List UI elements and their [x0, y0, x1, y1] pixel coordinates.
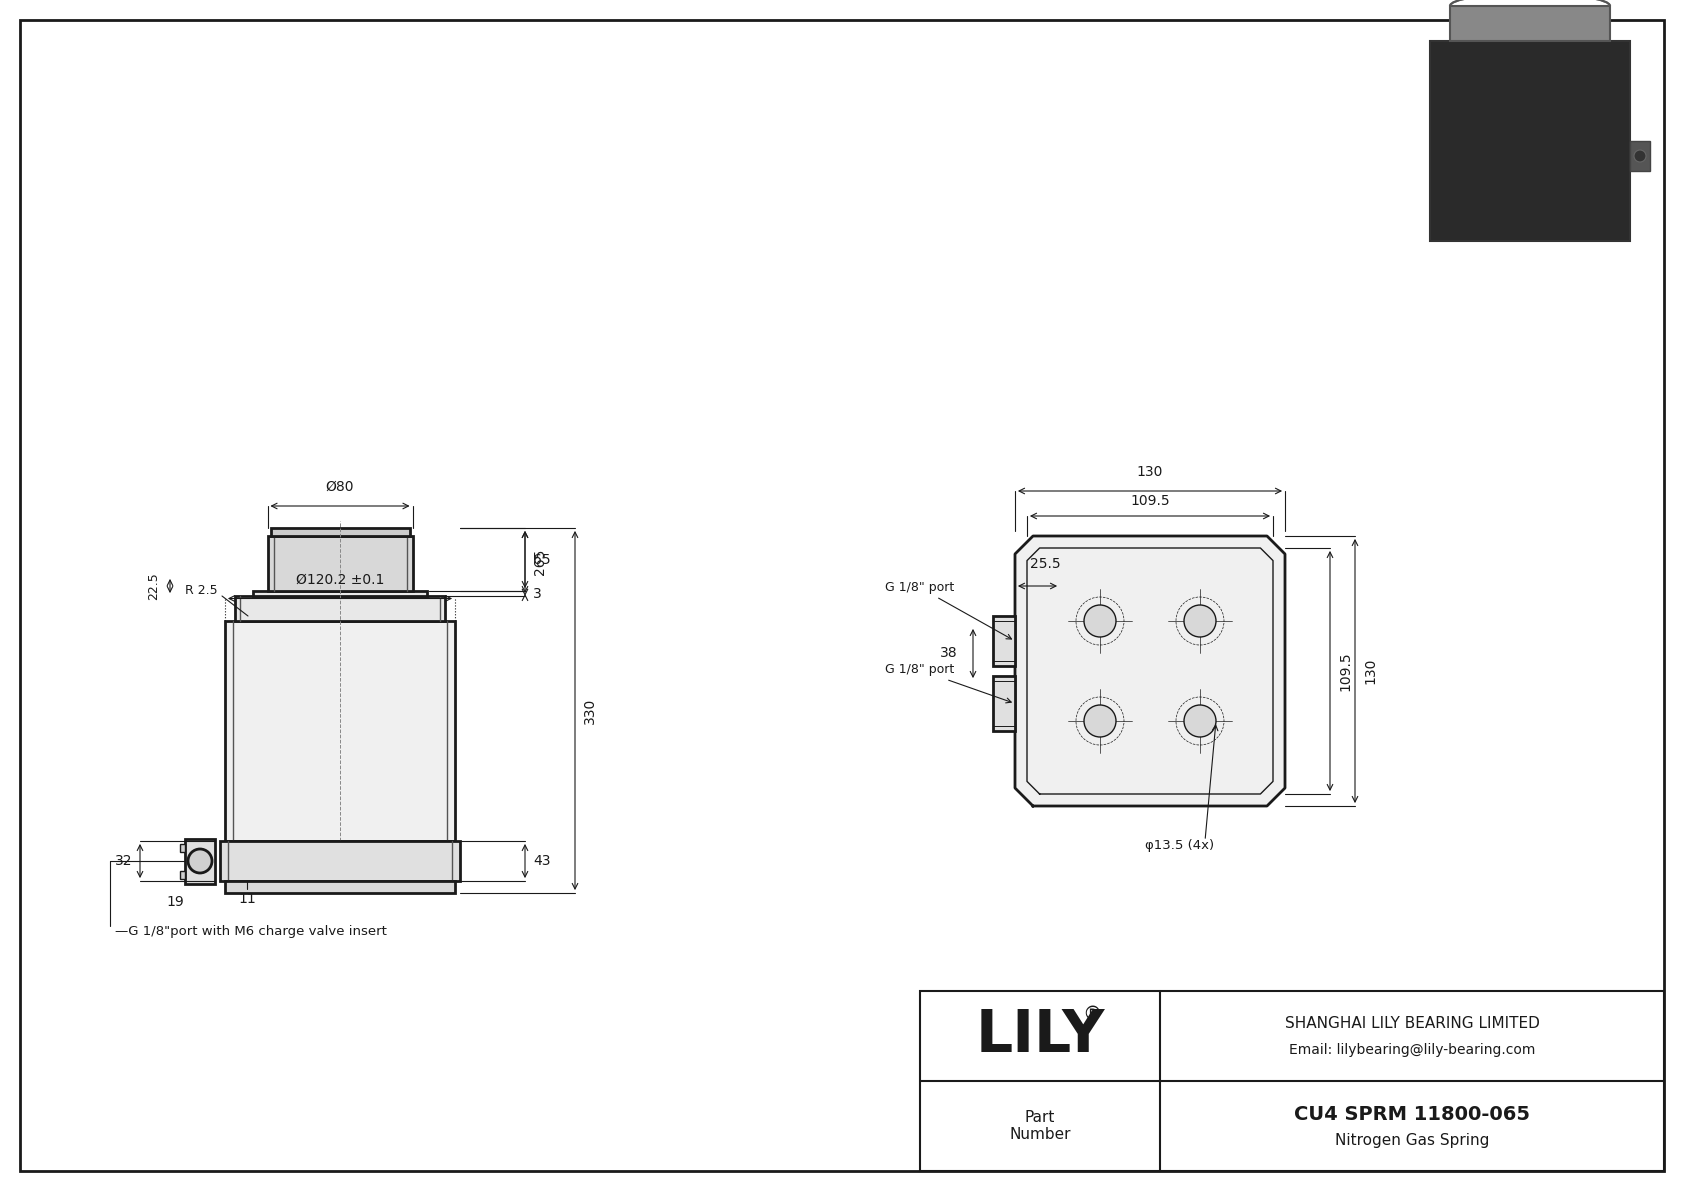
Bar — [180, 843, 185, 852]
Bar — [994, 616, 1015, 666]
Circle shape — [1184, 605, 1216, 637]
Text: Email: lilybearing@lily-bearing.com: Email: lilybearing@lily-bearing.com — [1288, 1043, 1536, 1056]
Bar — [180, 871, 185, 879]
Bar — [226, 621, 455, 841]
Bar — [236, 596, 445, 621]
Text: G 1/8" port: G 1/8" port — [886, 581, 1012, 640]
Bar — [268, 536, 413, 591]
Text: 3: 3 — [534, 586, 542, 600]
Text: SHANGHAI LILY BEARING LIMITED: SHANGHAI LILY BEARING LIMITED — [1285, 1016, 1539, 1031]
Text: φ13.5 (4x): φ13.5 (4x) — [1145, 840, 1214, 853]
Text: G 1/8" port: G 1/8" port — [886, 663, 1010, 703]
Text: 43: 43 — [534, 854, 551, 868]
Bar — [1430, 40, 1630, 241]
Circle shape — [1084, 605, 1116, 637]
Text: 65: 65 — [534, 553, 551, 567]
Bar — [994, 676, 1015, 731]
Text: 38: 38 — [940, 646, 958, 660]
Text: 109.5: 109.5 — [1130, 494, 1170, 509]
Circle shape — [189, 849, 212, 873]
Text: 130: 130 — [1137, 464, 1164, 479]
Text: 22.5: 22.5 — [147, 572, 160, 600]
Bar — [221, 841, 460, 881]
Text: Part
Number: Part Number — [1009, 1110, 1071, 1142]
Text: LILY: LILY — [975, 1008, 1105, 1065]
Text: R 2.5: R 2.5 — [185, 585, 217, 598]
Text: 330: 330 — [583, 698, 598, 724]
Text: Nitrogen Gas Spring: Nitrogen Gas Spring — [1335, 1133, 1489, 1147]
Text: 32: 32 — [115, 854, 131, 868]
Circle shape — [1633, 150, 1645, 162]
Circle shape — [1084, 705, 1116, 737]
Circle shape — [1184, 705, 1216, 737]
Bar — [919, 991, 1664, 1171]
Text: Ø120.2 ±0.1: Ø120.2 ±0.1 — [296, 573, 384, 586]
Text: 25.5: 25.5 — [1029, 557, 1061, 570]
Bar — [185, 838, 216, 884]
Text: 11: 11 — [237, 892, 256, 906]
Bar — [226, 881, 455, 893]
Bar — [271, 528, 409, 536]
Text: 130: 130 — [1362, 657, 1378, 684]
Text: —G 1/8"port with M6 charge valve insert: —G 1/8"port with M6 charge valve insert — [115, 924, 387, 937]
Text: Ø80: Ø80 — [325, 480, 354, 494]
Text: 19: 19 — [167, 894, 184, 909]
Bar — [1630, 141, 1650, 172]
Text: 109.5: 109.5 — [1339, 651, 1352, 691]
Text: CU4 SPRM 11800-065: CU4 SPRM 11800-065 — [1293, 1104, 1531, 1123]
Text: 265: 265 — [534, 549, 547, 575]
Bar — [1450, 6, 1610, 40]
Polygon shape — [1015, 536, 1285, 806]
Bar — [253, 591, 428, 596]
Text: ®: ® — [1083, 1004, 1101, 1023]
